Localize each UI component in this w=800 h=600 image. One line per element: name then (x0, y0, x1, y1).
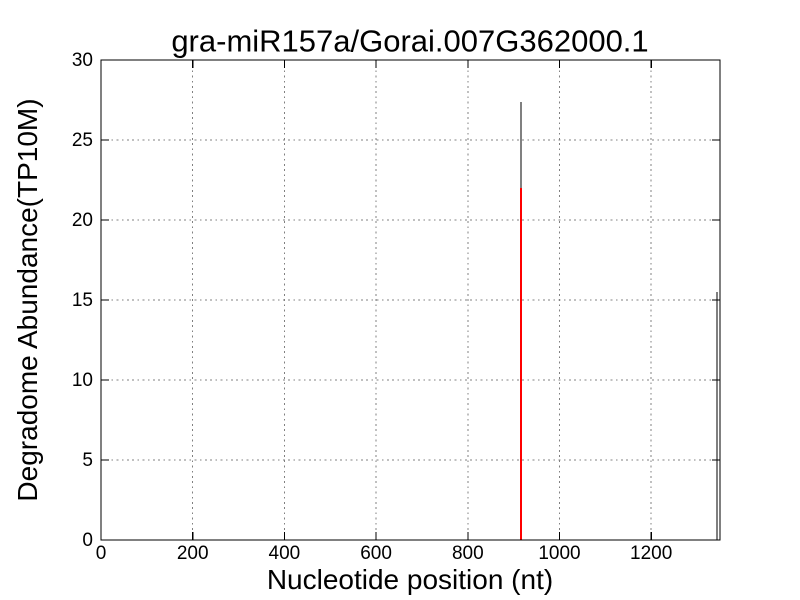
svg-text:800: 800 (452, 543, 484, 564)
svg-text:5: 5 (82, 450, 93, 471)
svg-text:Degradome Abundance(TP10M): Degradome Abundance(TP10M) (12, 98, 43, 501)
svg-text:10: 10 (72, 370, 93, 391)
svg-text:600: 600 (360, 543, 392, 564)
svg-text:0: 0 (96, 543, 107, 564)
svg-text:0: 0 (82, 530, 93, 551)
svg-text:30: 30 (72, 50, 93, 71)
svg-text:1000: 1000 (538, 543, 580, 564)
svg-text:Nucleotide position (nt): Nucleotide position (nt) (267, 564, 553, 595)
svg-text:15: 15 (72, 290, 93, 311)
svg-text:200: 200 (177, 543, 209, 564)
svg-text:1200: 1200 (630, 543, 672, 564)
svg-text:20: 20 (72, 210, 93, 231)
svg-text:gra-miR157a/Gorai.007G362000.1: gra-miR157a/Gorai.007G362000.1 (171, 24, 648, 59)
svg-text:25: 25 (72, 130, 93, 151)
svg-text:400: 400 (269, 543, 301, 564)
